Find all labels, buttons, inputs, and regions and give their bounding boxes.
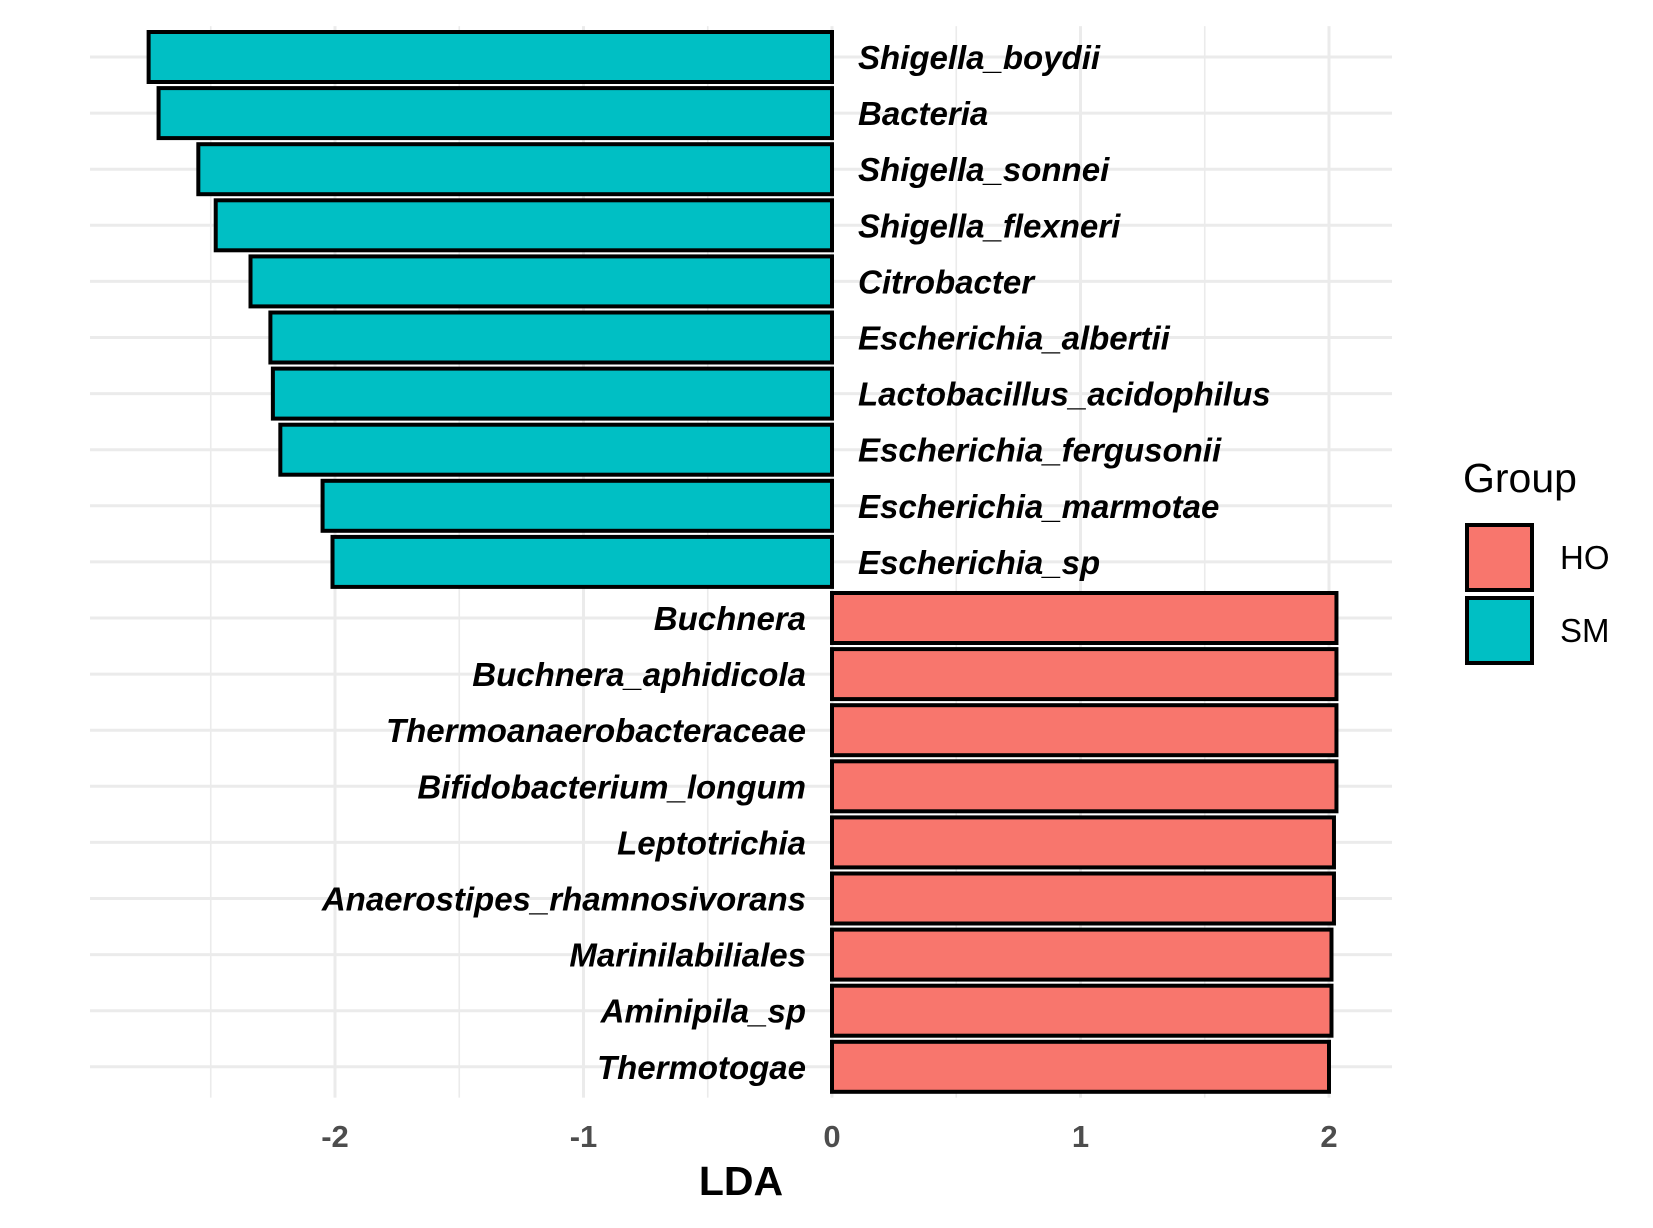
bar-buchnera-aphidicola [830,647,1339,702]
category-labels: Shigella_boydii Bacteria Shigella_sonnei Sh… [321,39,1271,1086]
bar-anaerostipes-rhamnosivorans [830,871,1336,926]
bar-bifidobacterium-longum [830,759,1339,814]
category-label: Shigella_boydii [858,39,1101,76]
legend: Group HO SM [1463,455,1610,665]
bar-escherichia-albertii [268,310,834,365]
bar-escherichia-sp [330,534,834,589]
category-label: Leptotrichia [617,824,806,861]
bar-escherichia-marmotae [320,478,834,533]
bar-aminipila-sp [830,983,1334,1038]
bar-shigella-sonnei [196,142,834,197]
category-label: Buchnera_aphidicola [472,656,806,693]
x-tick-label: 2 [1320,1119,1337,1154]
x-axis-ticks: -2 -1 0 1 2 [321,1119,1337,1154]
bar-thermoanaerobacteraceae [830,703,1339,758]
category-label: Shigella_sonnei [858,151,1110,188]
legend-entries: HO SM [1465,523,1610,665]
category-label: Citrobacter [858,263,1036,300]
category-label: Buchnera [654,600,806,637]
legend-key-sm [1465,596,1534,665]
x-tick-label: 0 [823,1119,840,1154]
category-label: Escherichia_marmotae [858,488,1219,525]
category-label: Escherichia_fergusonii [858,432,1222,469]
bar-citrobacter [248,254,834,309]
category-label: Thermotogae [597,1049,806,1086]
category-label: Bifidobacterium_longum [417,768,806,805]
x-axis-title: LDA [699,1158,783,1204]
category-label: Bacteria [858,95,988,132]
category-label: Thermoanaerobacteraceae [386,712,806,749]
bar-marinilabiliales [830,927,1334,982]
x-tick-label: 1 [1072,1119,1089,1154]
category-label: Lactobacillus_acidophilus [858,376,1271,413]
category-label: Aminipila_sp [600,993,806,1030]
bar-shigella-flexneri [213,198,835,253]
bar-shigella-boydii [146,30,834,84]
bar-leptotrichia [830,815,1336,870]
legend-title: Group [1463,455,1577,501]
category-label: Escherichia_sp [858,544,1100,581]
bar-lactobacillus-acidophilus [270,366,834,421]
legend-key-ho [1465,523,1534,592]
bar-bacteria [156,86,834,141]
bar-escherichia-fergusonii [278,422,834,477]
category-label: Anaerostipes_rhamnosivorans [321,881,806,918]
category-label: Escherichia_albertii [858,320,1171,357]
legend-label-ho: HO [1560,539,1610,576]
x-tick-label: -1 [570,1119,598,1154]
bar-buchnera [830,591,1339,645]
legend-label-sm: SM [1560,612,1610,649]
bars [146,30,1339,1094]
category-label: Marinilabiliales [569,937,806,974]
category-label: Shigella_flexneri [858,207,1121,244]
x-tick-label: -2 [321,1119,349,1154]
bar-thermotogae [830,1039,1331,1094]
